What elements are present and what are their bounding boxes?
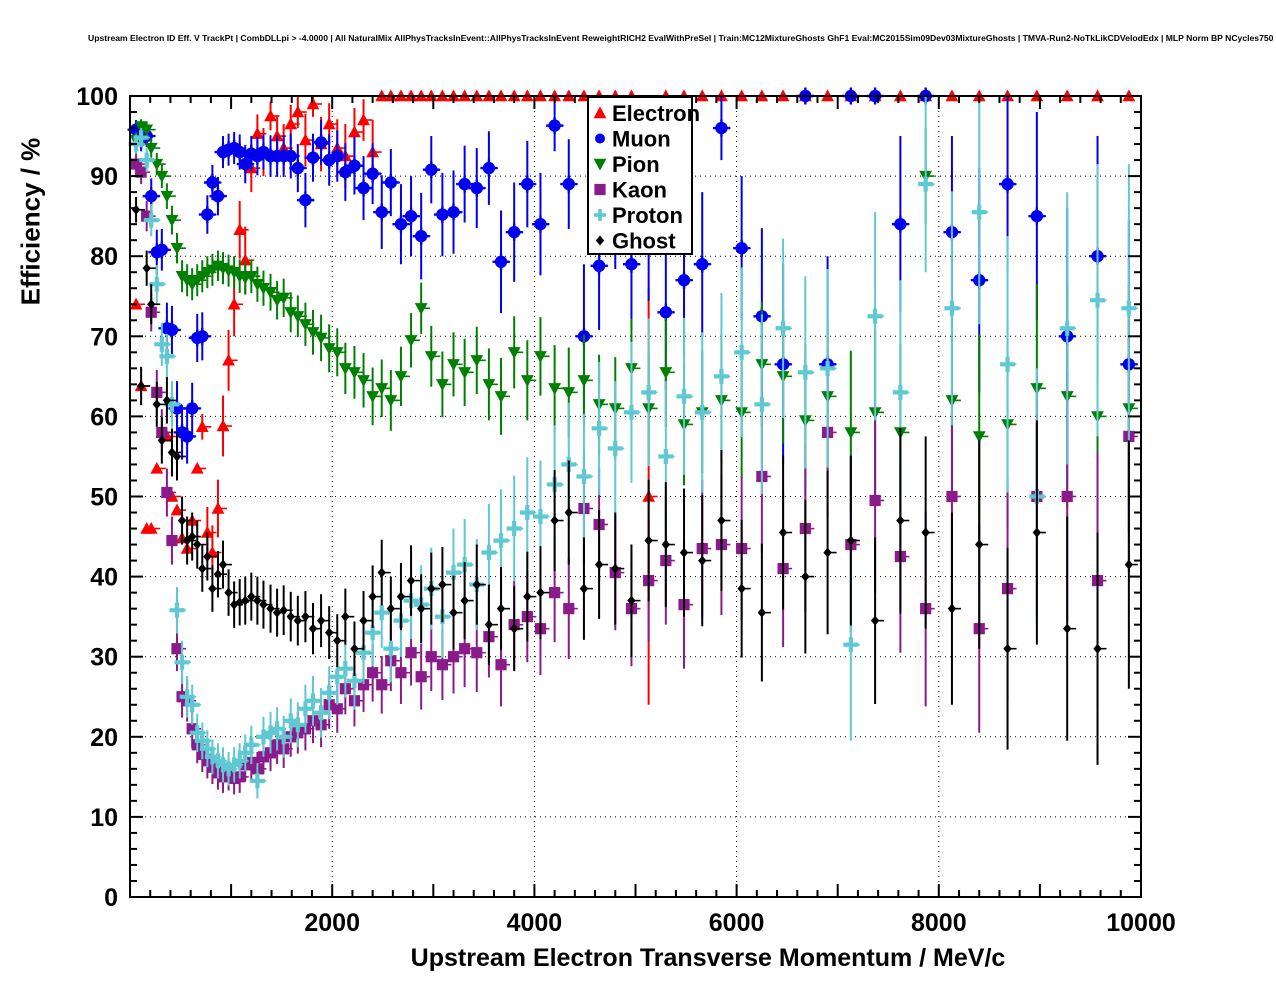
y-tick-label: 10: [90, 804, 118, 832]
legend-label: Muon: [612, 127, 671, 152]
legend-entry-pion: Pion: [593, 152, 660, 177]
y-tick-label: 40: [90, 564, 118, 592]
x-tick-label: 6000: [709, 909, 765, 937]
y-tick-label: 20: [90, 724, 118, 752]
x-tick-label: 8000: [911, 909, 967, 937]
y-tick-label: 80: [90, 243, 118, 271]
legend-label: Ghost: [612, 229, 676, 254]
y-tick-label: 50: [90, 484, 118, 512]
legend-entry-proton: Proton: [594, 203, 683, 228]
x-tick-label: 2000: [304, 909, 360, 937]
y-tick-label: 30: [90, 644, 118, 672]
plot-title: Upstream Electron ID Eff. V TrackPt | Co…: [88, 33, 1276, 43]
y-tick-label: 100: [76, 83, 118, 111]
legend-label: Electron: [612, 101, 700, 126]
y-tick-label: 90: [90, 163, 118, 191]
axis-layer: 0 10 20 30 40 50 60 70 80 90 100 2000 4000 6000 8000 10…: [76, 83, 1175, 937]
y-tick-label: 70: [90, 323, 118, 351]
y-tick-label: 0: [104, 884, 118, 912]
x-axis-label: Upstream Electron Transverse Momentum / …: [410, 944, 1006, 972]
legend-entry-kaon: Kaon: [594, 178, 667, 203]
legend-entry-ghost: Ghost: [595, 229, 676, 254]
x-tick-label: 4000: [507, 909, 563, 937]
y-tick-label: 60: [90, 403, 118, 431]
x-tick-label: 10000: [1106, 909, 1176, 937]
legend-entry-electron: Electron: [593, 101, 700, 126]
series-ghost: [131, 196, 1138, 765]
legend-label: Kaon: [612, 178, 667, 203]
legend-entry-muon: Muon: [595, 127, 671, 152]
legend-label: Proton: [612, 203, 683, 228]
legend-label: Pion: [612, 152, 660, 177]
